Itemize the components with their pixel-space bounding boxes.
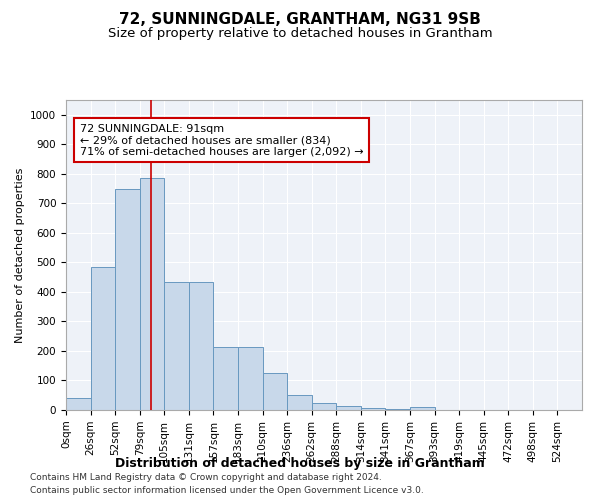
Text: Size of property relative to detached houses in Grantham: Size of property relative to detached ho…: [107, 28, 493, 40]
Bar: [287, 395, 312, 410]
Bar: [238, 346, 263, 410]
Bar: [214, 346, 238, 410]
Bar: [312, 402, 336, 410]
Text: 72, SUNNINGDALE, GRANTHAM, NG31 9SB: 72, SUNNINGDALE, GRANTHAM, NG31 9SB: [119, 12, 481, 28]
Bar: [385, 408, 410, 410]
Bar: [91, 267, 115, 410]
Text: Contains public sector information licensed under the Open Government Licence v3: Contains public sector information licen…: [30, 486, 424, 495]
Bar: [164, 282, 189, 410]
Text: Contains HM Land Registry data © Crown copyright and database right 2024.: Contains HM Land Registry data © Crown c…: [30, 474, 382, 482]
Bar: [263, 373, 287, 410]
Bar: [361, 408, 385, 410]
Bar: [115, 188, 140, 410]
Bar: [66, 398, 91, 410]
Bar: [140, 178, 164, 410]
Y-axis label: Number of detached properties: Number of detached properties: [14, 168, 25, 342]
Bar: [189, 282, 214, 410]
Text: Distribution of detached houses by size in Grantham: Distribution of detached houses by size …: [115, 458, 485, 470]
Bar: [336, 406, 361, 410]
Text: 72 SUNNINGDALE: 91sqm
← 29% of detached houses are smaller (834)
71% of semi-det: 72 SUNNINGDALE: 91sqm ← 29% of detached …: [80, 124, 363, 157]
Bar: [410, 407, 434, 410]
